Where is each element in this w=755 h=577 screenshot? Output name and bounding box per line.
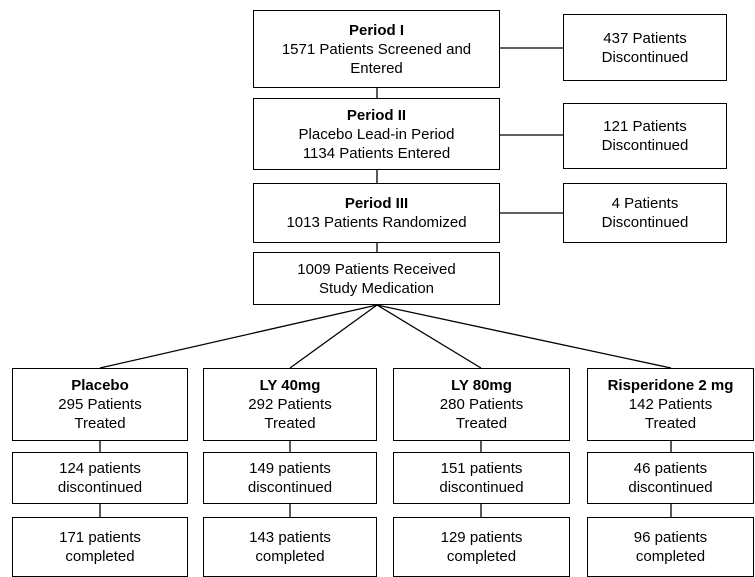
arm-discontinued-box: 46 patients discontinued [587,452,754,504]
arm-treated-text: 295 Patients [58,396,142,413]
arm-discontinued-text: 151 patients [440,460,523,477]
connector [376,304,482,369]
arm-discontinued-text: 46 patients [633,460,708,477]
discontinued-box: 437 Patients Discontinued [563,14,727,81]
arm-title: LY 80mg [451,377,512,394]
discontinued-text: 4 Patients [611,195,679,212]
arm-title: Risperidone 2 mg [607,377,734,394]
arm-completed-text: completed [446,548,517,565]
period-text: 1571 Patients Screened and [281,40,472,58]
period-text: 1134 Patients Entered [302,144,451,162]
discontinued-text: 437 Patients [603,29,687,47]
arm-discontinued-box: 149 patients discontinued [203,452,377,504]
arm-completed-text: completed [65,548,135,565]
period-text: Placebo Lead-in Period [298,125,455,143]
arm-completed-text: 171 patients [59,529,141,546]
discontinued-box: 121 Patients Discontinued [563,103,727,169]
medication-box: 1009 Patients Received Study Medication [253,252,500,305]
arm-completed-text: 143 patients [249,529,331,546]
discontinued-text: 121 Patients [603,118,687,135]
arm-treated-text: Treated [455,415,508,432]
arm-treated-text: 280 Patients [439,396,524,413]
arm-completed-box: 171 patients completed [12,517,188,577]
arm-completed-box: 129 patients completed [393,517,570,577]
arm-discontinued-box: 124 patients discontinued [12,452,188,504]
arm-treated-text: Treated [74,415,126,432]
arm-treated-box: LY 40mg 292 Patients Treated [203,368,377,441]
period-text: Entered [350,59,403,77]
period-box: Period II Placebo Lead-in Period 1134 Pa… [253,98,500,170]
arm-treated-text: Treated [644,415,697,432]
arm-completed-text: 129 patients [440,529,523,546]
arm-treated-text: 142 Patients [628,396,713,413]
arm-completed-box: 143 patients completed [203,517,377,577]
arm-completed-text: completed [255,548,325,565]
period-title: Period II [346,106,407,124]
connector [376,304,672,369]
arm-title: Placebo [71,377,129,394]
arm-title: LY 40mg [259,377,321,394]
arm-discontinued-text: discontinued [628,479,713,496]
arm-treated-box: LY 80mg 280 Patients Treated [393,368,570,441]
medication-text: 1009 Patients Received [297,260,456,278]
connector [99,304,378,369]
arm-completed-box: 96 patients completed [587,517,754,577]
period-box: Period III 1013 Patients Randomized [253,183,500,243]
period-box: Period I 1571 Patients Screened and Ente… [253,10,500,88]
arm-treated-box: Placebo 295 Patients Treated [12,368,188,441]
arm-treated-text: 292 Patients [248,396,332,413]
period-text: 1013 Patients Randomized [286,214,467,231]
medication-text: Study Medication [318,279,435,297]
arm-discontinued-text: discontinued [57,479,143,496]
discontinued-text: Discontinued [601,137,689,154]
period-title: Period I [348,21,404,39]
arm-discontinued-text: discontinued [247,479,333,496]
arm-discontinued-text: discontinued [439,479,524,496]
arm-completed-text: 96 patients [633,529,708,546]
discontinued-box: 4 Patients Discontinued [563,183,727,243]
arm-discontinued-box: 151 patients discontinued [393,452,570,504]
discontinued-text: Discontinued [601,214,689,231]
period-title: Period III [344,195,409,212]
arm-discontinued-text: 124 patients [59,460,141,477]
arm-discontinued-text: 149 patients [249,460,331,477]
discontinued-text: Discontinued [601,48,689,66]
arm-completed-text: completed [635,548,706,565]
arm-treated-box: Risperidone 2 mg 142 Patients Treated [587,368,754,441]
arm-treated-text: Treated [264,415,316,432]
connector [289,304,378,369]
